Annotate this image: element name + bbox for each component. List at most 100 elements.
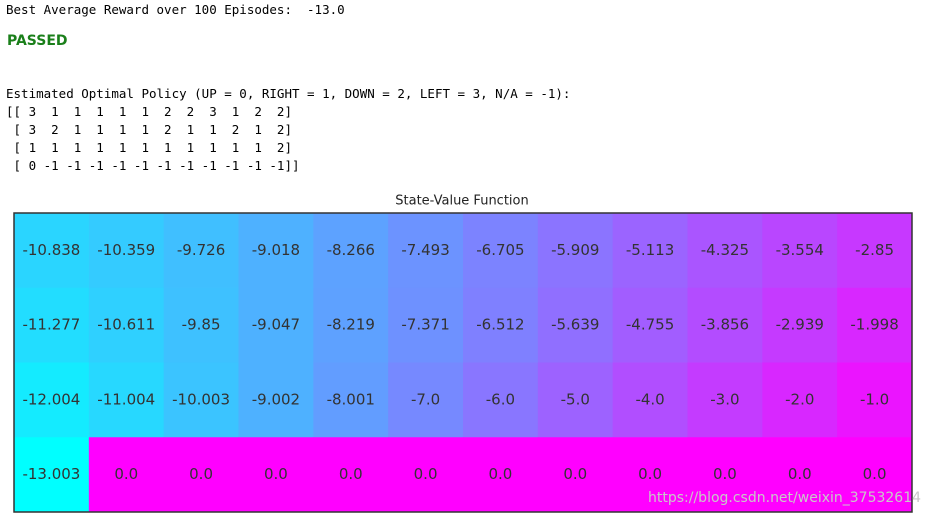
cell (837, 362, 913, 438)
status: PASSED (7, 33, 68, 49)
cell (612, 437, 688, 513)
cell-label: 0.0 (488, 465, 512, 483)
cell (388, 213, 464, 289)
cell-label: -12.004 (22, 390, 80, 408)
cell-label: -9.047 (252, 316, 300, 334)
cell (612, 287, 688, 363)
cell-label: -2.0 (785, 390, 814, 408)
policy-row: [ 3 2 1 1 1 1 2 1 1 2 1 2] (6, 122, 292, 137)
frame (13, 212, 913, 513)
chart-title: State-Value Function (395, 194, 528, 209)
watermark: https://blog.csdn.net/weixin_37532614 (648, 490, 921, 506)
cell (163, 287, 239, 363)
cell (687, 437, 763, 513)
cell-label: -6.0 (486, 390, 515, 408)
cell (238, 437, 314, 513)
cell-label: -3.0 (710, 390, 739, 408)
cell (762, 362, 838, 438)
cell (537, 287, 614, 363)
cell (537, 213, 614, 289)
cell-label: -3.856 (701, 316, 749, 334)
cell-label: -5.0 (561, 390, 590, 408)
cell (612, 362, 688, 438)
cell (14, 213, 90, 289)
cell-label: -10.359 (97, 241, 155, 259)
cell (687, 287, 763, 363)
cell-label: -1.998 (850, 316, 898, 334)
cell-label: -8.001 (327, 390, 375, 408)
cell (762, 437, 838, 513)
policy-row: [[ 3 1 1 1 1 1 2 2 3 1 2 2] (6, 104, 292, 119)
cell-label: -9.726 (177, 241, 225, 259)
cell (238, 362, 314, 438)
cell (88, 213, 165, 289)
cell (238, 287, 314, 363)
cell-label: -7.371 (401, 316, 449, 334)
cell (88, 362, 165, 438)
cell (837, 287, 913, 363)
cell-label: -4.325 (701, 241, 749, 259)
cell-label: 0.0 (264, 465, 288, 483)
cell-label: -10.611 (97, 316, 155, 334)
cell-label: 0.0 (414, 465, 438, 483)
cell (313, 437, 389, 513)
cell (463, 287, 539, 363)
cell-label: -11.004 (97, 390, 155, 408)
cell-label: 0.0 (339, 465, 363, 483)
cell-label: -7.0 (411, 390, 440, 408)
cell-label: -9.018 (252, 241, 300, 259)
cell (238, 213, 314, 289)
cell (388, 287, 464, 363)
cell (687, 213, 763, 289)
cell-label: -5.639 (551, 316, 599, 334)
policy-row: [ 0 -1 -1 -1 -1 -1 -1 -1 -1 -1 -1 -1]] (6, 158, 300, 173)
cell-label: -5.113 (626, 241, 674, 259)
cell-label: -4.0 (635, 390, 664, 408)
cell (762, 287, 838, 363)
cell (762, 213, 838, 289)
cell (687, 362, 763, 438)
cell (463, 437, 539, 513)
cell (88, 287, 165, 363)
cell (612, 213, 688, 289)
cell-label: 0.0 (114, 465, 138, 483)
cell-label: -5.909 (551, 241, 599, 259)
cell-label: -10.838 (22, 241, 80, 259)
cell (313, 287, 389, 363)
cell (388, 437, 464, 513)
cell-label: -6.705 (476, 241, 524, 259)
cell-label: -9.002 (252, 390, 300, 408)
cell-label: -9.85 (182, 316, 221, 334)
cell (537, 362, 614, 438)
cell-label: 0.0 (863, 465, 887, 483)
cell-label: -8.266 (327, 241, 375, 259)
cell-label: 0.0 (788, 465, 812, 483)
cell (313, 213, 389, 289)
cell-label: -2.85 (855, 241, 894, 259)
cell (388, 362, 464, 438)
cell (163, 362, 239, 438)
cell (14, 437, 90, 513)
cell-label: -2.939 (776, 316, 824, 334)
cell (463, 213, 539, 289)
policy-title: Estimated Optimal Policy (UP = 0, RIGHT … (6, 86, 571, 101)
cell (837, 213, 913, 289)
cell (88, 437, 165, 513)
cell-label: -4.755 (626, 316, 674, 334)
cell-label: 0.0 (189, 465, 213, 483)
cell-label: -8.219 (327, 316, 375, 334)
cell-label: -1.0 (860, 390, 889, 408)
cell-label: -6.512 (476, 316, 524, 334)
cell (163, 437, 239, 513)
cell (837, 437, 913, 513)
cell (14, 362, 90, 438)
cell (463, 362, 539, 438)
cell (313, 362, 389, 438)
cell-label: -11.277 (22, 316, 80, 334)
cell (537, 437, 614, 513)
reward-line: Best Average Reward over 100 Episodes: -… (6, 2, 345, 17)
cell-label: 0.0 (638, 465, 662, 483)
cell-label: -10.003 (172, 390, 230, 408)
